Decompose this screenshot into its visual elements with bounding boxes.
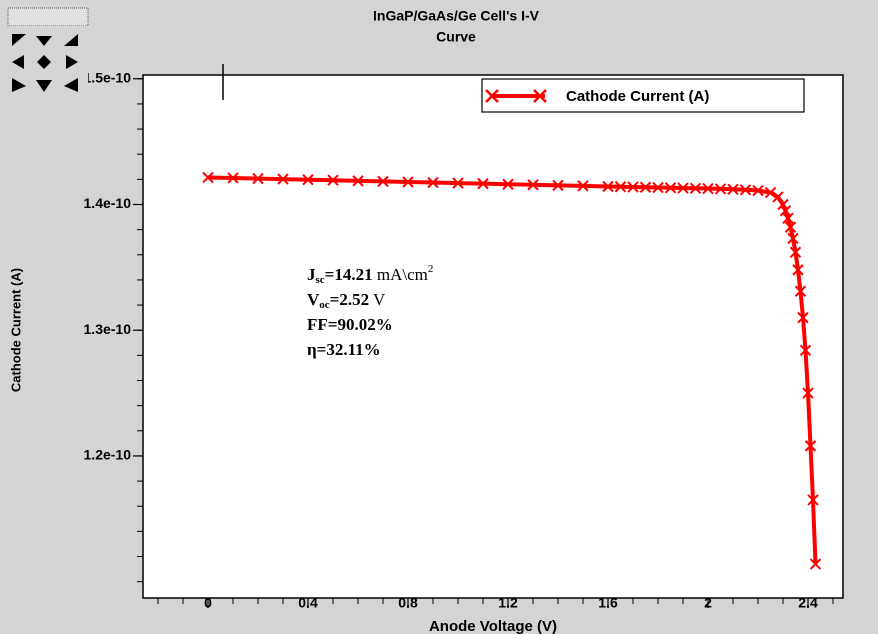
point-marker xyxy=(352,175,364,187)
annotation: Voc=2.52 V xyxy=(307,290,386,311)
point-marker xyxy=(797,311,809,324)
y-tick-label: 1.5e-10 xyxy=(84,69,132,85)
point-marker xyxy=(502,178,514,190)
arrow[interactable] xyxy=(64,34,78,46)
chart-title: InGaP/GaAs/Ge Cell's I-V xyxy=(373,8,540,24)
annotation-main: J xyxy=(307,265,316,284)
annotation-sub: sc xyxy=(316,274,325,286)
point-marker xyxy=(807,494,819,506)
annotation-main: FF=90.02% xyxy=(307,315,393,334)
point-marker xyxy=(794,285,807,297)
y-axis-label: Cathode Current (A) xyxy=(8,268,23,392)
point-marker xyxy=(602,180,614,193)
point-marker xyxy=(277,173,289,185)
legend-label: Cathode Current (A) xyxy=(566,88,709,105)
point-marker xyxy=(784,221,797,233)
annotation-value: =14.21 xyxy=(325,265,373,284)
annotation-main: V xyxy=(307,290,320,309)
point-marker xyxy=(627,181,639,193)
point-marker xyxy=(377,175,389,188)
chart-subtitle: Curve xyxy=(436,29,476,45)
point-marker xyxy=(772,191,784,203)
point-marker xyxy=(664,182,677,194)
annotation-main: η=32.11% xyxy=(307,340,381,359)
point-marker xyxy=(402,176,414,188)
point-marker xyxy=(427,176,439,189)
point-marker xyxy=(752,184,764,197)
point-marker xyxy=(799,344,812,357)
point-marker xyxy=(727,183,739,195)
point-marker xyxy=(227,172,239,184)
point-marker xyxy=(639,181,652,193)
point-marker xyxy=(764,186,777,199)
point-marker xyxy=(804,440,817,452)
annotation-unit: mA\cm xyxy=(373,265,428,284)
plot-area xyxy=(142,74,844,599)
point-marker xyxy=(802,387,814,399)
point-marker xyxy=(252,172,264,185)
point-marker xyxy=(792,264,804,276)
point-marker xyxy=(202,171,214,184)
point-marker xyxy=(789,246,802,258)
point-marker xyxy=(689,182,702,194)
y-tick-label: 1.3e-10 xyxy=(84,321,132,337)
point-marker xyxy=(677,182,689,194)
point-marker xyxy=(739,184,752,196)
point-marker xyxy=(552,179,564,192)
annotation-sup: 2 xyxy=(428,263,434,275)
point-marker xyxy=(452,177,464,189)
annotation-rest: =14.21 mA\cm xyxy=(325,265,428,284)
point-marker xyxy=(779,205,792,217)
zoom-widget[interactable] xyxy=(7,7,89,98)
point-marker xyxy=(327,174,339,186)
point-marker xyxy=(652,181,664,194)
arrow[interactable] xyxy=(12,78,26,92)
annotation: η=32.11% xyxy=(307,340,381,359)
point-marker xyxy=(577,180,589,192)
annotation-value: =2.52 xyxy=(330,290,369,309)
annotation: FF=90.02% xyxy=(307,315,393,334)
arrow[interactable] xyxy=(66,55,78,69)
y-tick-label: 1.2e-10 xyxy=(84,447,132,463)
arrow[interactable] xyxy=(37,55,51,69)
arrow[interactable] xyxy=(12,34,26,46)
annotation-unit: V xyxy=(369,290,386,309)
point-marker xyxy=(527,179,539,191)
point-marker xyxy=(777,198,789,211)
point-marker xyxy=(702,182,714,195)
arrow[interactable] xyxy=(36,36,52,46)
point-marker xyxy=(477,177,489,190)
arrow[interactable] xyxy=(64,78,78,92)
point-marker xyxy=(614,181,627,193)
annotation-sub: oc xyxy=(319,299,330,311)
annotation-rest: =2.52 V xyxy=(330,290,386,309)
point-marker xyxy=(787,232,799,245)
arrow[interactable] xyxy=(12,55,24,69)
y-tick-label: 1.4e-10 xyxy=(84,195,132,211)
x-axis-label: Anode Voltage (V) xyxy=(429,618,557,634)
point-marker xyxy=(714,183,727,195)
annotation: Jsc=14.21 mA\cm2 xyxy=(307,263,433,286)
widget-bar[interactable] xyxy=(7,7,89,27)
point-marker xyxy=(782,212,794,225)
legend-marker xyxy=(485,89,547,103)
point-marker xyxy=(302,174,314,186)
arrow[interactable] xyxy=(36,80,52,92)
point-marker xyxy=(809,558,822,570)
